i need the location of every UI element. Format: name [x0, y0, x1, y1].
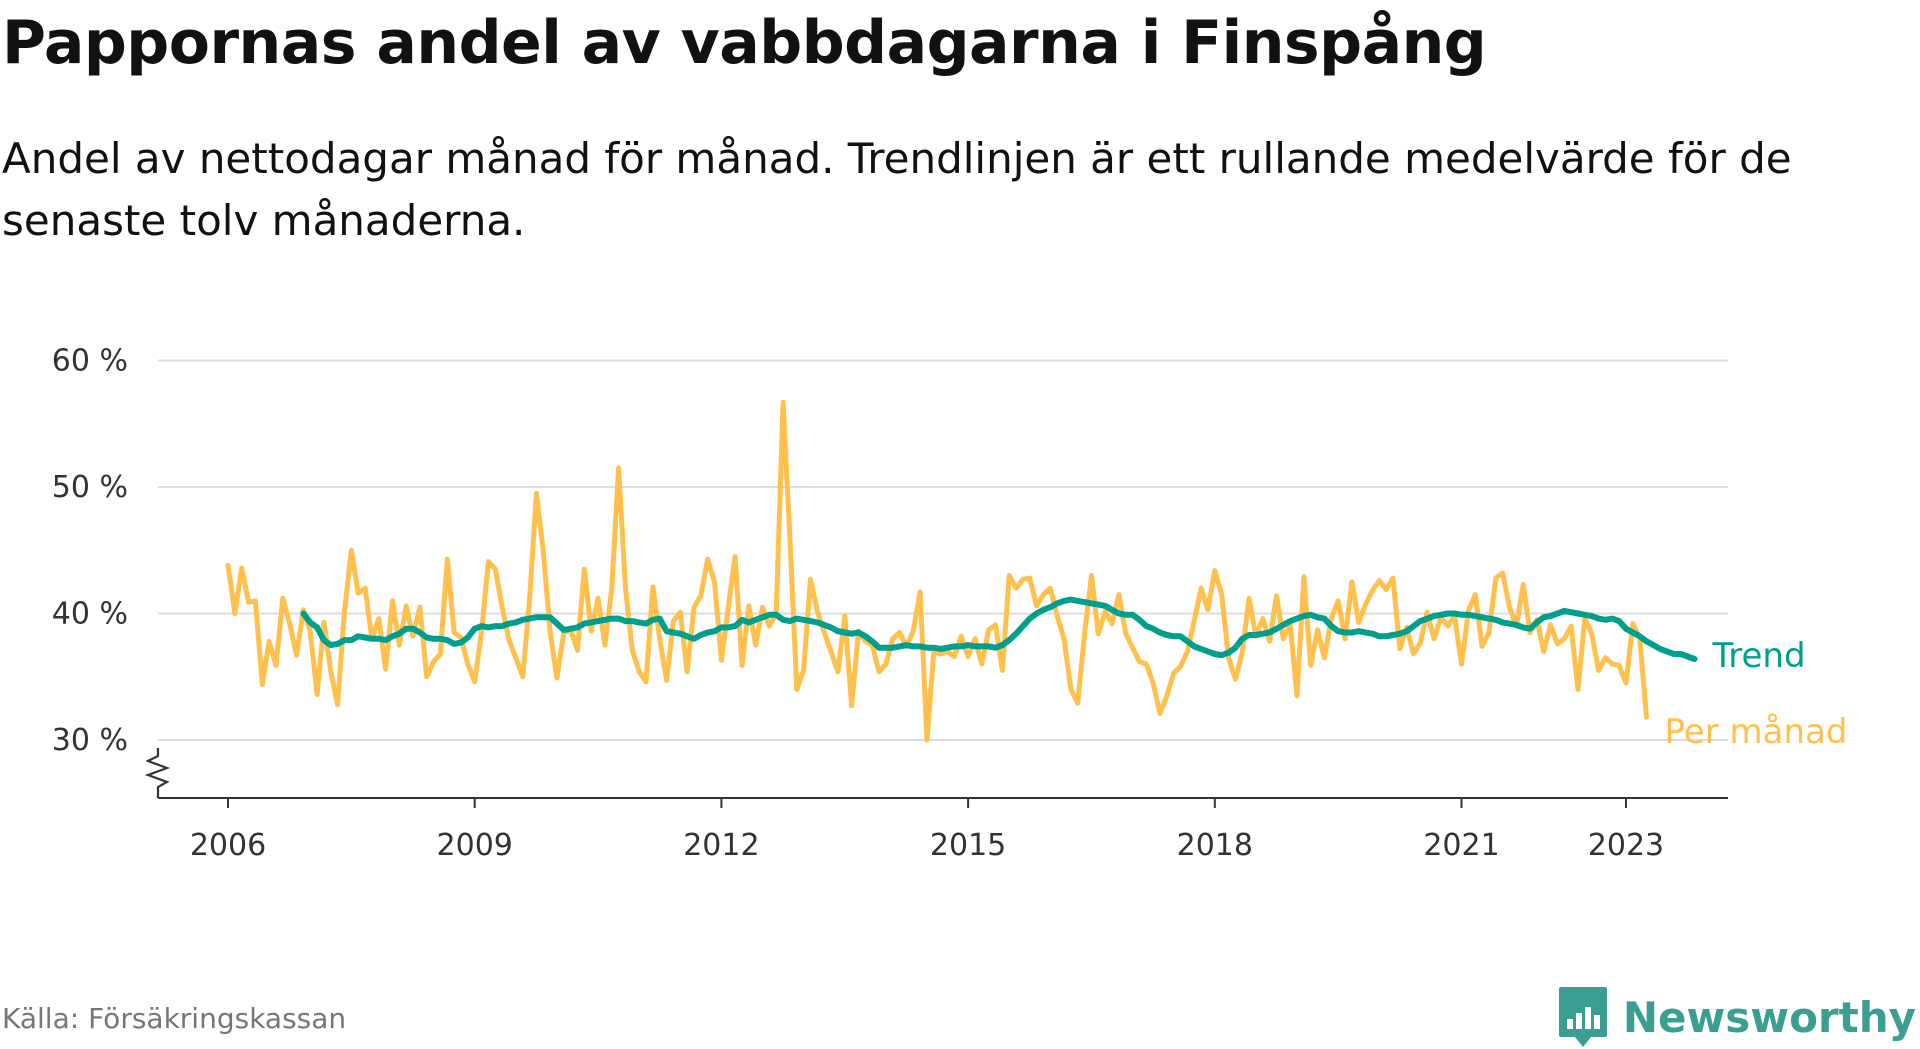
- chart-subtitle: Andel av nettodagar månad för månad. Tre…: [2, 134, 1792, 245]
- y-tick-label: 40 %: [52, 597, 128, 632]
- chart: 30 % 40 % 50 % 60 % 2006 2009 2012 2015 2018 202…: [52, 344, 1848, 864]
- x-tick-label: 2009: [437, 828, 513, 863]
- y-axis-ticks: 30 % 40 % 50 % 60 %: [52, 344, 128, 759]
- y-tick-label: 50 %: [52, 470, 128, 505]
- x-tick-label: 2023: [1588, 828, 1664, 863]
- brand-logo: Newsworthy: [1557, 985, 1916, 1049]
- series-line-per-manad: [225, 399, 1649, 743]
- series: [225, 399, 1698, 743]
- chart-title: Pappornas andel av vabbdagarna i Finspån…: [2, 8, 1487, 78]
- x-tick-label: 2006: [190, 828, 266, 863]
- x-tick-label: 2015: [930, 828, 1006, 863]
- brand-name: Newsworthy: [1622, 992, 1916, 1042]
- y-tick-label: 60 %: [52, 344, 128, 379]
- x-tick-label: 2012: [683, 828, 759, 863]
- grid-lines: [158, 359, 1728, 741]
- series-line-trend: [300, 596, 1698, 662]
- newsworthy-chart-icon: [1558, 987, 1607, 1047]
- axis-break-icon: [144, 748, 171, 798]
- x-tick-label: 2018: [1177, 828, 1253, 863]
- x-tick-label: 2021: [1423, 828, 1499, 863]
- x-axis: [144, 748, 1728, 799]
- series-label: Per månad: [1665, 712, 1848, 752]
- series-labels: Per månad Trend: [1665, 636, 1848, 752]
- source-note: Källa: Försäkringskassan: [2, 1002, 347, 1035]
- series-label: Trend: [1711, 636, 1805, 676]
- x-axis-ticks: 2006 2009 2012 2015 2018 2021 2023: [190, 798, 1664, 863]
- y-tick-label: 30 %: [52, 723, 128, 758]
